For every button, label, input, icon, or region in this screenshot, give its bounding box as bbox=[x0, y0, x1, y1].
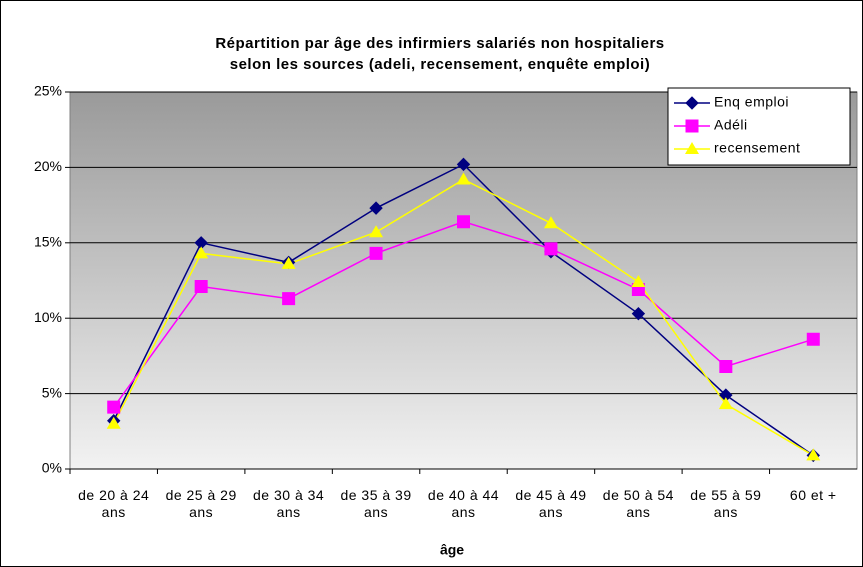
marker bbox=[685, 96, 699, 110]
marker bbox=[369, 201, 383, 215]
marker bbox=[282, 292, 296, 306]
legend-label: Adéli bbox=[714, 117, 748, 133]
y-tick-label: 15% bbox=[34, 234, 62, 250]
marker bbox=[281, 256, 296, 269]
y-tick-label: 20% bbox=[34, 158, 62, 174]
marker bbox=[106, 416, 121, 429]
x-tick-label: de 40 à 44 ans bbox=[427, 487, 500, 520]
x-tick-label: de 50 à 54 ans bbox=[602, 487, 674, 520]
marker bbox=[544, 242, 558, 256]
marker bbox=[806, 332, 820, 346]
marker bbox=[456, 172, 471, 185]
marker bbox=[685, 142, 699, 154]
marker bbox=[631, 275, 646, 288]
marker bbox=[631, 306, 646, 321]
marker bbox=[457, 215, 470, 229]
y-tick-label: 10% bbox=[34, 309, 62, 325]
marker bbox=[685, 119, 699, 133]
x-tick-label: de 45 à 49 ans bbox=[515, 487, 587, 520]
y-tick-label: 0% bbox=[42, 460, 62, 476]
marker bbox=[718, 397, 733, 410]
marker bbox=[543, 216, 558, 229]
chart-title: selon les sources (adeli, recensement, e… bbox=[230, 56, 650, 73]
chart-title: Répartition par âge des infirmiers salar… bbox=[215, 35, 664, 52]
marker bbox=[456, 157, 471, 172]
marker bbox=[369, 225, 384, 238]
y-tick-label: 5% bbox=[42, 384, 62, 400]
legend-label: recensement bbox=[714, 140, 800, 156]
legend-label: Enq emploi bbox=[714, 94, 789, 110]
x-tick-label: de 35 à 39 ans bbox=[340, 487, 412, 520]
x-tick-label: de 25 à 29 ans bbox=[165, 487, 237, 520]
x-tick-label: de 30 à 34 ans bbox=[253, 487, 325, 520]
marker bbox=[194, 246, 209, 259]
marker bbox=[369, 246, 383, 260]
marker bbox=[719, 359, 733, 373]
y-tick-label: 25% bbox=[34, 83, 62, 99]
x-tick-label: 60 et + bbox=[789, 487, 837, 503]
x-axis-label: âge bbox=[440, 542, 464, 558]
marker bbox=[806, 448, 821, 461]
x-tick-label: de 20 à 24 ans bbox=[78, 487, 150, 520]
marker bbox=[107, 400, 121, 414]
marker bbox=[194, 280, 208, 294]
x-tick-label: de 55 à 59 ans bbox=[690, 487, 762, 520]
